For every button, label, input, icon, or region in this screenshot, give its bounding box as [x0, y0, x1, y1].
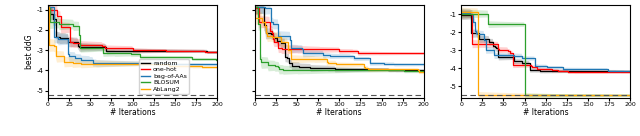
X-axis label: # Iterations: # Iterations	[110, 109, 156, 118]
X-axis label: # Iterations: # Iterations	[523, 109, 568, 118]
Y-axis label: best ddG: best ddG	[25, 34, 34, 69]
Legend: random, one-hot, bag-of-AAs, BLOSUM, AbLang2: random, one-hot, bag-of-AAs, BLOSUM, AbL…	[139, 59, 189, 94]
X-axis label: # Iterations: # Iterations	[316, 109, 362, 118]
